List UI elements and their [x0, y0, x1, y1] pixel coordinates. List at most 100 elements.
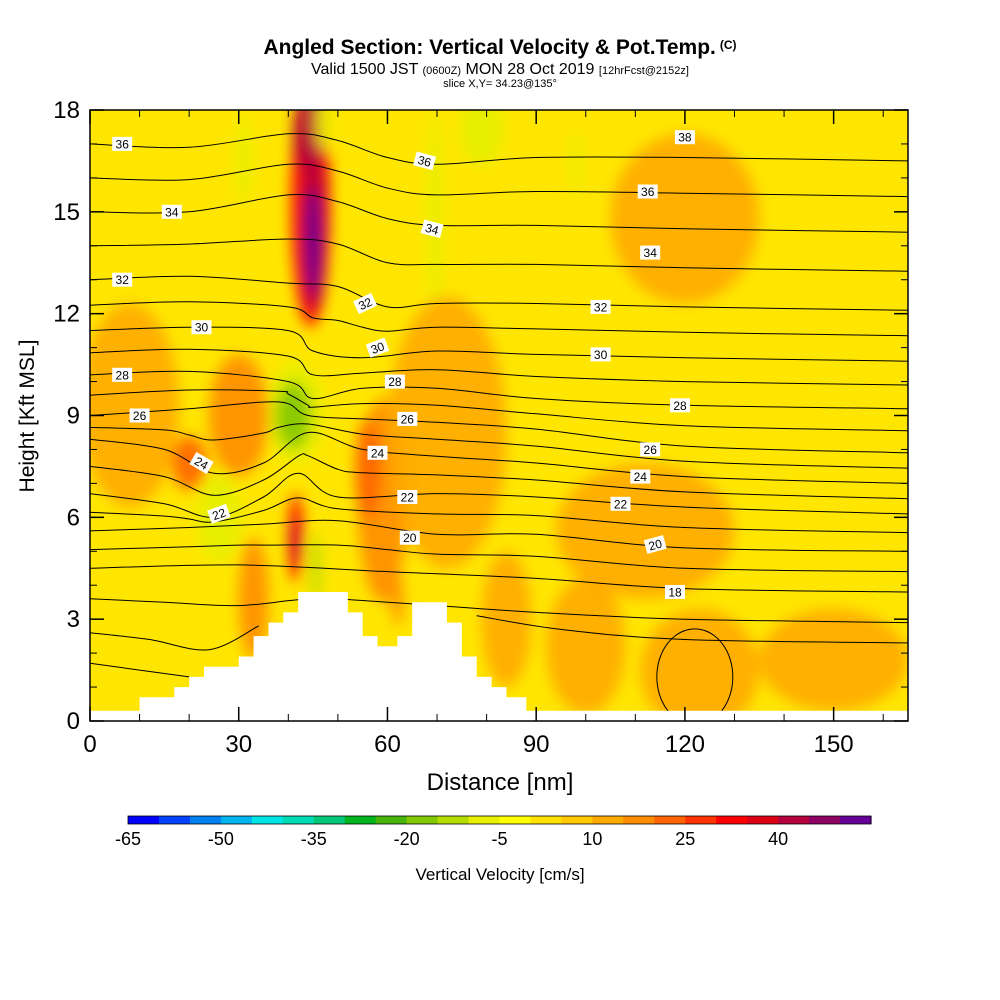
x-tick-label: 60: [374, 731, 401, 758]
colorbar-swatch: [251, 816, 284, 824]
colorbar-swatch: [685, 816, 717, 824]
colorbar-swatch: [654, 816, 686, 824]
colorbar-swatch: [716, 816, 748, 824]
isentrope-label: 24: [367, 445, 388, 460]
colorbar-tick-label: 25: [675, 829, 695, 849]
slice-info: slice X,Y= 34.23@135°: [443, 78, 557, 90]
velocity-region: [238, 537, 269, 660]
isentrope-label-text: 26: [133, 409, 147, 423]
isentrope-line: [90, 389, 908, 432]
valid-utc: (0600Z): [422, 65, 462, 77]
isentrope-label-text: 28: [388, 375, 402, 389]
isentrope-label: 26: [640, 442, 661, 457]
isentrope-label: 30: [191, 320, 212, 335]
velocity-region: [556, 463, 735, 599]
y-axis-title: Height [Kft MSL]: [16, 340, 39, 493]
isentrope-label-text: 30: [369, 339, 387, 357]
y-tick-label: 15: [53, 199, 80, 226]
isentrope-label-text: 28: [116, 368, 130, 382]
colorbar-swatch: [499, 816, 532, 824]
isentrope-label-text: 18: [668, 586, 682, 600]
isentrope-label-text: 38: [678, 131, 692, 145]
isentrope-label-text: 32: [594, 300, 608, 314]
isentrope-label-text: 22: [210, 505, 228, 523]
x-tick-label: 150: [814, 731, 854, 758]
colorbar-swatch: [128, 816, 160, 824]
isentrope-label-text: 34: [424, 221, 441, 238]
velocity-region: [391, 571, 404, 626]
isentrope-line: [90, 625, 259, 651]
isentrope-label-text: 30: [195, 321, 209, 335]
colorbar: -65 -50 -35 -20 -5 10 25 40: [115, 815, 872, 849]
isentrope-line: [90, 662, 190, 678]
isentrope-label-text: 20: [647, 536, 664, 553]
isentrope-label-text: 26: [401, 412, 415, 426]
isentrope-line: [90, 472, 908, 518]
isentrope-label: 28: [670, 398, 690, 413]
isentrope-label-text: 34: [165, 205, 179, 219]
velocity-region: [610, 133, 760, 304]
isentrope-label: 22: [397, 490, 418, 505]
y-tick-label: 6: [67, 504, 80, 531]
isentrope-label: 22: [610, 496, 631, 511]
isentrope-label: 18: [665, 585, 685, 600]
isentrope-label: 24: [630, 469, 651, 484]
isentrope-label: 38: [674, 130, 695, 145]
colorbar-swatch: [344, 816, 377, 824]
colorbar-swatch: [747, 816, 779, 824]
isentrope-label: 36: [112, 136, 133, 151]
velocity-region: [640, 609, 760, 721]
isentrope-label: 32: [112, 272, 133, 287]
isentrope-label: 30: [365, 337, 390, 358]
isentrope-label-text: 28: [673, 399, 687, 413]
chart-title: Angled Section: Vertical Velocity & Pot.…: [0, 36, 1000, 60]
isentrope-label: 34: [640, 245, 661, 260]
velocity-region: [315, 110, 331, 151]
isentrope-label-text: 32: [116, 273, 130, 287]
x-tick-label: 120: [665, 731, 705, 758]
terrain-profile: [90, 592, 908, 722]
colorbar-tick-label: -20: [394, 829, 420, 849]
velocity-region: [90, 303, 180, 508]
colorbar-swatch: [189, 816, 222, 824]
x-tick-label: 0: [83, 731, 96, 758]
isentrope-label-text: 36: [416, 153, 433, 170]
isentrope-label: 28: [384, 374, 405, 389]
y-tick-label: 9: [67, 403, 80, 430]
velocity-region: [275, 381, 311, 450]
colorbar-title: Vertical Velocity [cm/s]: [415, 865, 584, 884]
isentrope-line: [90, 423, 908, 469]
chart-title-units: (C): [719, 38, 737, 52]
colorbar-swatch: [220, 816, 253, 824]
isentrope-line: [90, 326, 908, 362]
isentrope-labels: 36 34 32 30 28 26 24 22 32 30 28 26 24 22 20 36 34 38 36 34…: [112, 130, 695, 600]
colorbar-swatch: [313, 816, 346, 824]
isentrope-line: [90, 453, 908, 500]
x-tick-label: 30: [225, 731, 252, 758]
isentrope-label-text: 30: [594, 348, 608, 362]
colorbar-tick-label: 40: [768, 829, 788, 849]
isentrope-line: [90, 598, 908, 624]
isentrope-label-text: 34: [644, 246, 658, 260]
isentrope-label: 20: [643, 535, 667, 554]
colorbar-swatch: [375, 816, 408, 824]
velocity-region: [208, 354, 269, 477]
colorbar-swatch: [437, 816, 470, 824]
velocity-region: [355, 418, 381, 521]
colorbar-swatch: [530, 816, 563, 824]
x-tick-label: 90: [523, 731, 550, 758]
isentrope-line: [90, 401, 908, 454]
colorbar-swatch: [282, 816, 315, 824]
plot-area: 36 34 32 30 28 26 24 22 32 30 28 26 24 22 20 36 34 38 36 34…: [89, 109, 909, 722]
colorbar-frame: [127, 815, 872, 825]
y-tick-label: 12: [53, 301, 80, 328]
velocity-region: [305, 188, 321, 297]
isentrope-label-text: 24: [192, 454, 211, 473]
chart-title-text: Angled Section: Vertical Velocity & Pot.…: [263, 36, 716, 59]
isentrope-label: 26: [397, 411, 418, 426]
isentrope-line: [90, 275, 908, 311]
isentrope-line: [476, 615, 908, 644]
isentrope-label: 24: [189, 451, 214, 475]
velocity-region: [546, 578, 626, 715]
